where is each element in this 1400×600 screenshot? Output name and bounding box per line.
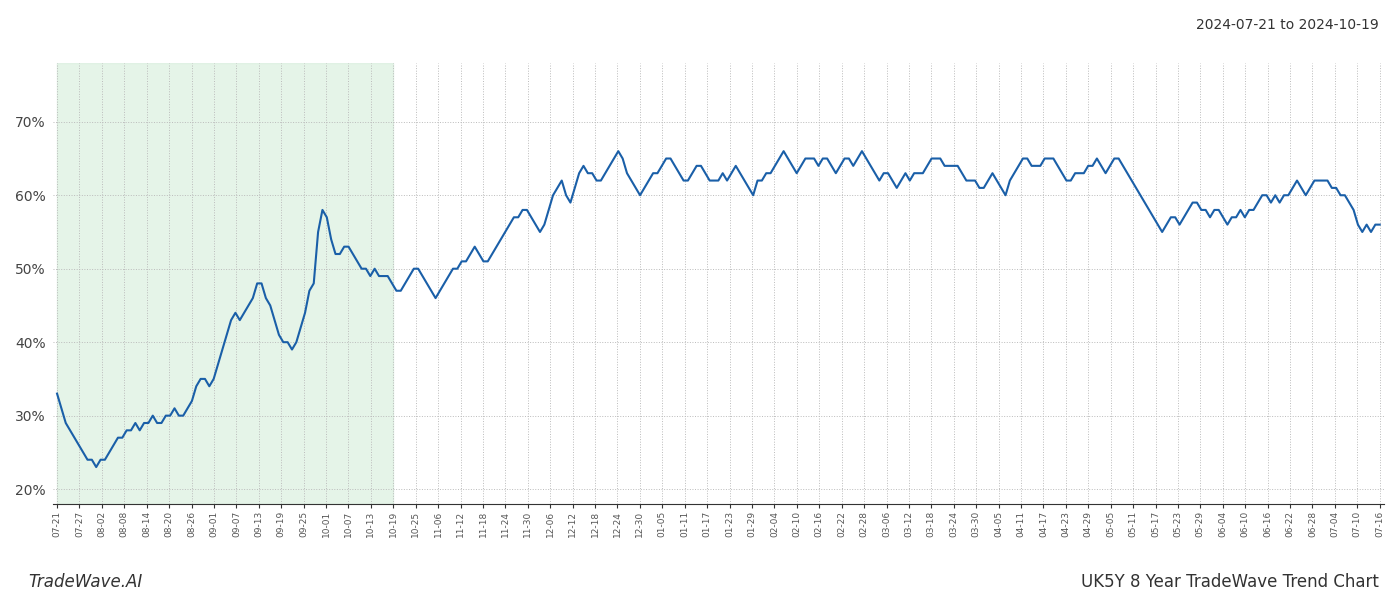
Text: 2024-07-21 to 2024-10-19: 2024-07-21 to 2024-10-19 xyxy=(1196,18,1379,32)
Text: UK5Y 8 Year TradeWave Trend Chart: UK5Y 8 Year TradeWave Trend Chart xyxy=(1081,573,1379,591)
Bar xyxy=(57,63,393,504)
Text: TradeWave.AI: TradeWave.AI xyxy=(28,573,143,591)
